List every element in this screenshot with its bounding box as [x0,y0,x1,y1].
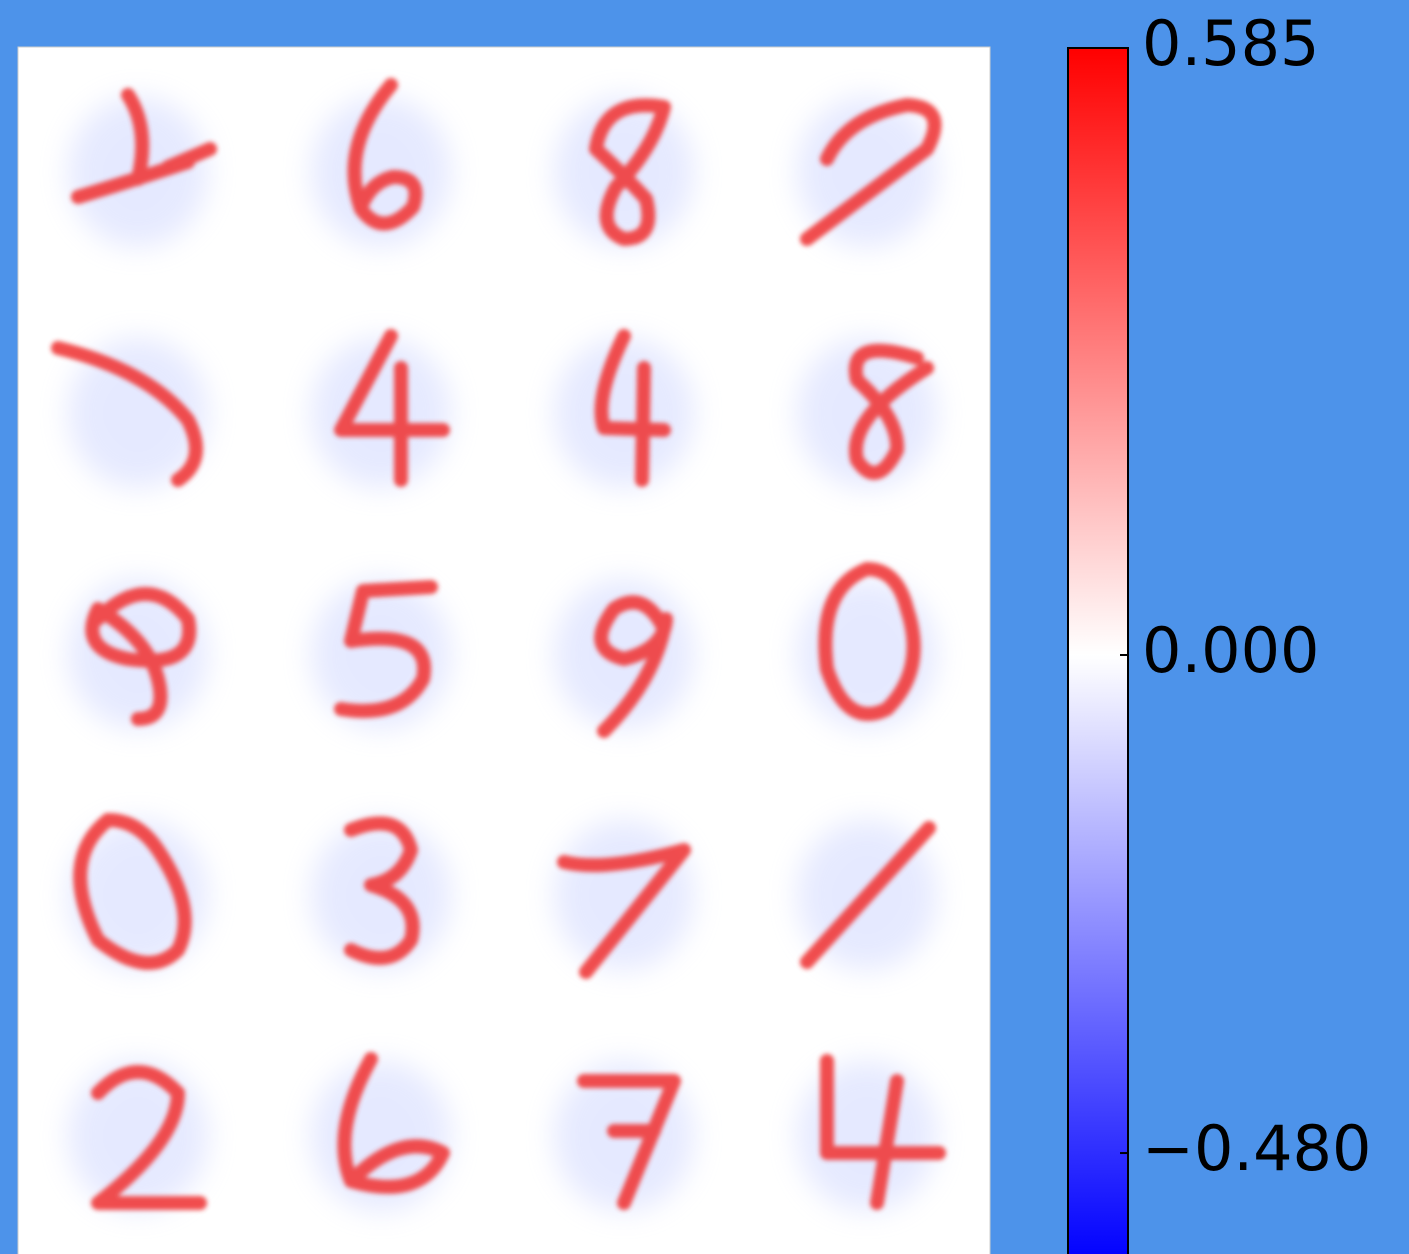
digit-image [68,820,208,970]
negative-region [554,820,694,970]
digit-image [797,338,937,488]
digit-image [797,97,937,247]
digit-image [311,820,451,970]
digit-image [554,1061,694,1211]
digit-image [68,579,208,729]
colorbar-tick-label: 0.585 [1142,7,1320,80]
colorbar [1068,48,1128,1254]
negative-region [68,1061,208,1211]
negative-region [554,338,694,488]
colorbar-tick-label: −0.480 [1142,1112,1371,1185]
digit-image [797,820,937,970]
negative-region [797,1061,937,1211]
digit-image [554,97,694,247]
digit-image [311,579,451,729]
digit-image [68,1061,208,1211]
figure: 0.585 0.000 −0.480 [0,0,1409,1254]
colorbar-tick-label: 0.000 [1142,614,1320,687]
page: {"chart_data": {"type": "image", "colorb… [0,0,1409,1254]
